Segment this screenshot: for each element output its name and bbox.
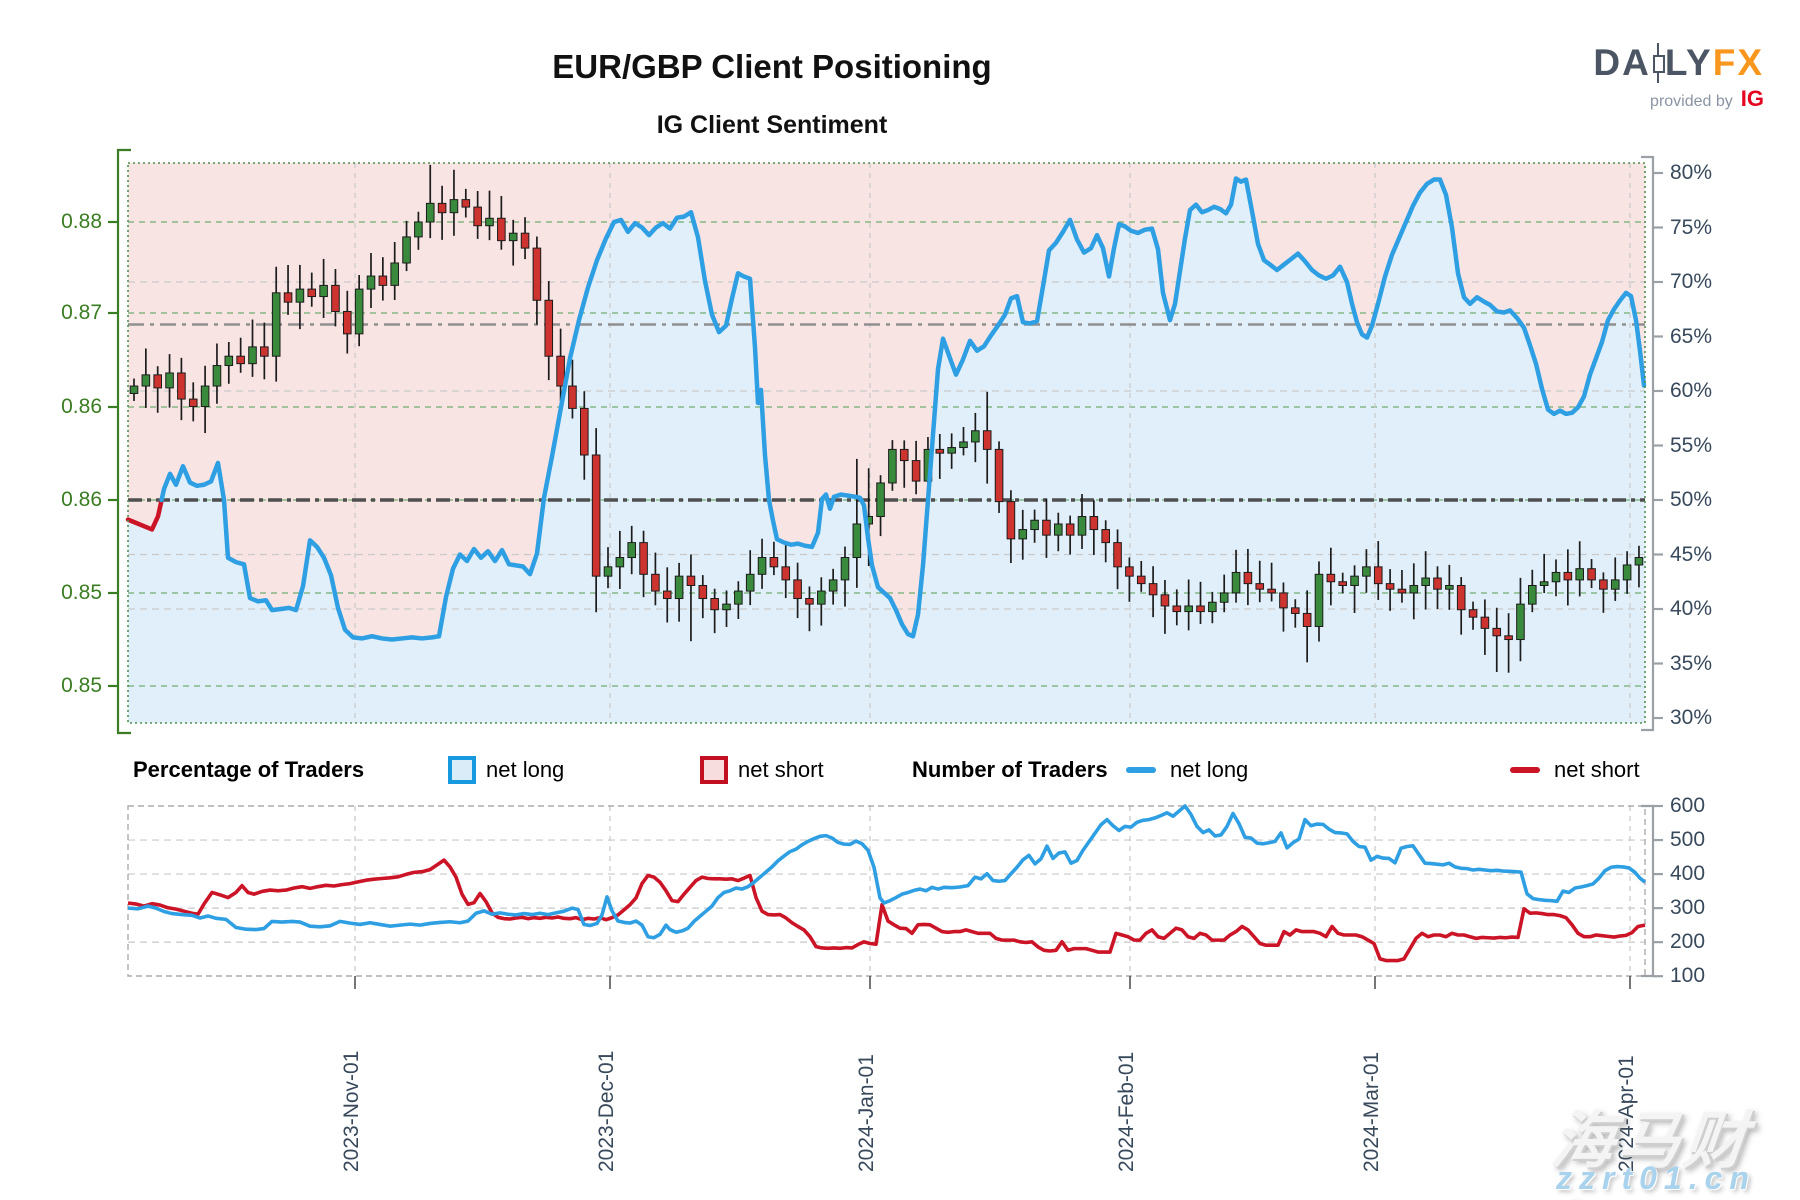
legend-swatch-net-short-count — [1510, 752, 1540, 788]
logo-part2: LY — [1664, 42, 1713, 83]
provided-by-line: provided by IG — [1593, 86, 1764, 112]
logo-part1: DA — [1593, 42, 1651, 83]
dailyfx-logo-text: DA LY FX — [1593, 42, 1764, 84]
dailyfx-logo: DA LY FX provided by IG — [1593, 42, 1764, 112]
date-tick-label: 2024-Feb-01 — [1115, 1051, 1138, 1172]
date-tick-label: 2024-Mar-01 — [1360, 1051, 1383, 1172]
legend-net-short-count: net short — [1554, 757, 1640, 782]
percent-axis-label: 35% — [1670, 651, 1713, 675]
price-axis-label: 0.87 — [61, 301, 102, 324]
legend-number-of-traders: Number of Traders — [912, 757, 1108, 782]
legend-swatch-net-short-pct — [700, 752, 728, 788]
count-axis-label: 200 — [1670, 930, 1706, 954]
percent-axis-label: 30% — [1670, 706, 1713, 729]
date-tick-label: 2023-Dec-01 — [595, 1050, 618, 1172]
net-long-square-icon — [448, 756, 476, 784]
percent-axis-label: 55% — [1670, 433, 1713, 457]
legend-swatch-net-long-count — [1126, 752, 1156, 788]
percent-axis-label: 50% — [1670, 488, 1713, 511]
price-axis-label: 0.88 — [61, 210, 102, 233]
net-short-square-icon — [700, 756, 728, 784]
legend-net-short-pct: net short — [738, 757, 824, 782]
percent-axis-label: 40% — [1670, 597, 1713, 620]
count-axis-label: 300 — [1670, 896, 1706, 920]
net-long-dash-icon — [1126, 767, 1156, 773]
provided-by-text: provided by — [1650, 93, 1733, 110]
price-axis-label: 0.86 — [61, 488, 102, 511]
price-axis-label: 0.86 — [61, 395, 102, 418]
candlestick-icon — [1652, 43, 1665, 83]
percent-axis-label: 80% — [1670, 161, 1713, 184]
count-axis-label: 400 — [1670, 862, 1706, 886]
legend-net-long-pct: net long — [486, 757, 565, 782]
count-axis-label: 600 — [1670, 794, 1706, 817]
ig-logo: IG — [1740, 86, 1764, 111]
percent-axis-label: 75% — [1670, 215, 1713, 239]
percent-axis-label: 70% — [1670, 270, 1713, 293]
logo-part3: FX — [1712, 42, 1764, 83]
price-axis-label: 0.85 — [61, 674, 102, 697]
watermark-url: zzrt01.cn — [1556, 1160, 1756, 1196]
count-axis-label: 500 — [1670, 828, 1706, 852]
legend-swatch-net-long-pct — [448, 752, 476, 788]
net-short-dash-icon — [1510, 767, 1540, 773]
price-axis-label: 0.85 — [61, 581, 102, 604]
percent-axis-label: 60% — [1670, 379, 1713, 402]
percent-axis-label: 45% — [1670, 542, 1713, 566]
legend-percentage-of-traders: Percentage of Traders — [133, 757, 365, 782]
legend-net-long-count: net long — [1170, 757, 1249, 782]
chart-subtitle: IG Client Sentiment — [656, 111, 888, 139]
percent-axis-label: 65% — [1670, 324, 1713, 348]
date-tick-label: 2023-Nov-01 — [340, 1050, 363, 1172]
date-tick-label: 2024-Jan-01 — [855, 1054, 878, 1172]
page-title: EUR/GBP Client Positioning — [552, 48, 992, 85]
count-axis-label: 100 — [1670, 964, 1706, 988]
